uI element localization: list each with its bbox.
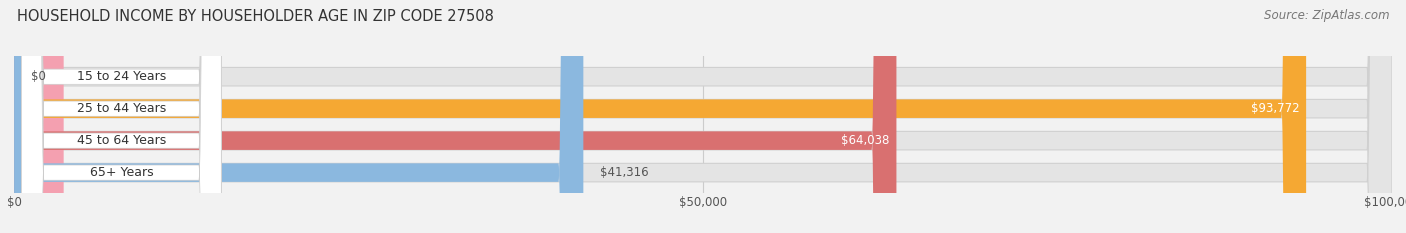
FancyBboxPatch shape (21, 0, 221, 233)
FancyBboxPatch shape (14, 0, 63, 233)
Text: $64,038: $64,038 (841, 134, 890, 147)
Text: $41,316: $41,316 (600, 166, 648, 179)
FancyBboxPatch shape (14, 0, 1392, 233)
FancyBboxPatch shape (14, 0, 583, 233)
Text: 15 to 24 Years: 15 to 24 Years (77, 70, 166, 83)
Text: 45 to 64 Years: 45 to 64 Years (77, 134, 166, 147)
FancyBboxPatch shape (21, 0, 221, 233)
FancyBboxPatch shape (14, 0, 897, 233)
Text: Source: ZipAtlas.com: Source: ZipAtlas.com (1264, 9, 1389, 22)
FancyBboxPatch shape (14, 0, 1306, 233)
Text: $93,772: $93,772 (1250, 102, 1299, 115)
FancyBboxPatch shape (14, 0, 1392, 233)
FancyBboxPatch shape (21, 0, 221, 233)
FancyBboxPatch shape (21, 0, 221, 233)
FancyBboxPatch shape (14, 0, 1392, 233)
Text: 25 to 44 Years: 25 to 44 Years (77, 102, 166, 115)
Text: $0: $0 (31, 70, 45, 83)
FancyBboxPatch shape (14, 0, 1392, 233)
Text: 65+ Years: 65+ Years (90, 166, 153, 179)
Text: HOUSEHOLD INCOME BY HOUSEHOLDER AGE IN ZIP CODE 27508: HOUSEHOLD INCOME BY HOUSEHOLDER AGE IN Z… (17, 9, 494, 24)
